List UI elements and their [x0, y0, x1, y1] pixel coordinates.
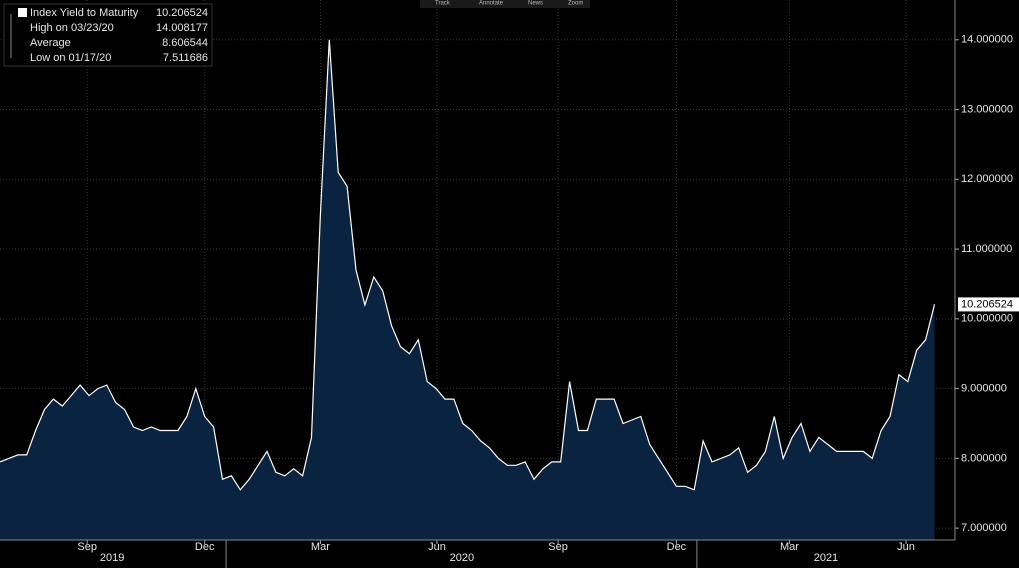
x-tick-label: Dec — [195, 541, 215, 553]
x-tick-label: Sep — [548, 541, 568, 553]
legend-label: Index Yield to Maturity — [30, 7, 139, 19]
x-tick-label: Jun — [428, 541, 446, 553]
x-tick-label: Mar — [311, 541, 330, 553]
toolbar-button[interactable]: Zoom — [568, 1, 583, 7]
y-tick-label: 7.000000 — [961, 522, 1007, 534]
area — [0, 39, 935, 541]
toolbar-button[interactable]: Annotate — [479, 1, 504, 7]
legend-label: Average — [30, 37, 71, 49]
x-tick-label: Mar — [780, 541, 799, 553]
last-value-box — [958, 297, 1019, 312]
y-tick-label: 11.000000 — [961, 243, 1012, 255]
legend-value: 14.008177 — [156, 22, 208, 34]
y-tick-label: 14.000000 — [961, 34, 1013, 46]
year-label: 2021 — [814, 552, 838, 564]
last-value-label: 10.206524 — [961, 298, 1013, 310]
legend-label: Low on 01/17/20 — [30, 52, 111, 64]
y-tick-label: 10.000000 — [961, 313, 1013, 325]
toolbar — [420, 0, 590, 8]
x-tick-label: Dec — [667, 541, 687, 553]
y-tick-label: 12.000000 — [961, 173, 1013, 185]
legend-value: 7.511686 — [163, 52, 208, 64]
y-tick-label: 9.000000 — [961, 383, 1007, 395]
toolbar-button[interactable]: News — [528, 1, 543, 7]
year-label: 2020 — [450, 552, 474, 564]
year-label: 2019 — [100, 552, 124, 564]
legend-label: High on 03/23/20 — [30, 22, 114, 34]
legend-box — [3, 3, 213, 67]
y-tick-label: 8.000000 — [961, 452, 1007, 464]
line — [0, 39, 936, 491]
x-tick-label: Jun — [897, 541, 915, 553]
x-tick-label: Sep — [77, 541, 97, 553]
legend-value: 10.206524 — [156, 7, 208, 19]
y-tick-label: 13.000000 — [961, 103, 1013, 115]
legend-swatch — [18, 8, 27, 17]
legend-value: 8.606544 — [162, 37, 208, 49]
toolbar-button[interactable]: Track — [435, 1, 451, 7]
